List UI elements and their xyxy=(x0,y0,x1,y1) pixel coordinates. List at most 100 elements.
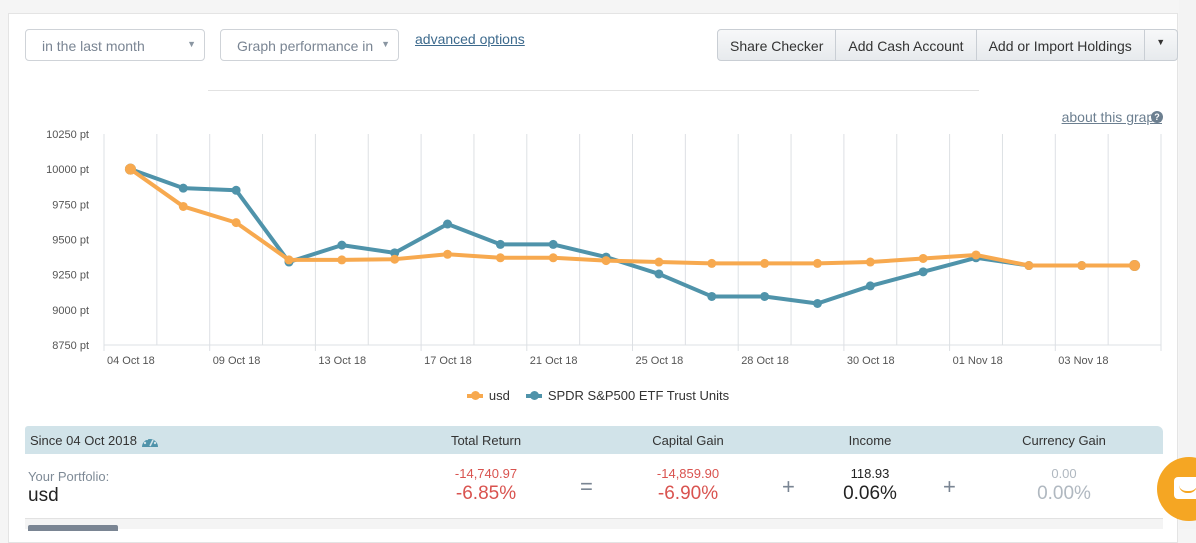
data-point xyxy=(812,299,822,309)
data-point xyxy=(654,269,664,279)
x-tick-label: 17 Oct 18 xyxy=(424,355,472,367)
add-cash-account-button[interactable]: Add Cash Account xyxy=(836,30,977,60)
col-total-return: Total Return xyxy=(450,433,522,448)
graph-performance-select[interactable]: Graph performance in ▼ xyxy=(220,29,399,61)
portfolio-name: usd xyxy=(28,485,59,506)
period-select[interactable]: in the last month ▼ xyxy=(25,29,205,61)
data-point xyxy=(812,258,822,268)
dropdown-caret-icon: ▼ xyxy=(381,39,390,49)
data-point xyxy=(865,257,875,267)
x-tick-label: 21 Oct 18 xyxy=(530,355,578,367)
since-label: Since 04 Oct 2018 xyxy=(30,433,137,448)
data-point xyxy=(231,185,241,195)
y-tick-label: 9250 pt xyxy=(52,270,89,282)
data-point xyxy=(124,163,136,175)
data-point xyxy=(284,255,294,265)
capital-gain-abs: -14,859.90 xyxy=(656,466,720,481)
more-actions-dropdown[interactable]: ▼ xyxy=(1145,30,1177,60)
total-return-pct: -6.85% xyxy=(455,483,517,504)
x-tick-label: 28 Oct 18 xyxy=(741,355,789,367)
data-point xyxy=(760,258,770,268)
data-point xyxy=(707,291,717,301)
currency-gain-value: 0.00 0.00% xyxy=(984,454,1144,505)
page-background xyxy=(1179,0,1196,529)
income-value: 118.93 0.06% xyxy=(790,454,950,505)
legend-swatch xyxy=(525,390,542,400)
summary-header: Since 04 Oct 2018 Total Return Capital G… xyxy=(25,426,1163,454)
series-line-usd xyxy=(129,167,1135,268)
chart-legend: usd SPDR S&P500 ETF Trust Units xyxy=(0,388,1196,403)
legend-item-usd[interactable]: usd xyxy=(466,388,510,403)
x-tick-label: 09 Oct 18 xyxy=(213,355,261,367)
data-point xyxy=(495,239,505,249)
legend-label: usd xyxy=(488,388,510,403)
data-point xyxy=(443,219,453,229)
col-currency-gain: Currency Gain xyxy=(1022,433,1106,448)
plus-operator: + xyxy=(782,474,795,499)
data-point xyxy=(865,281,875,291)
share-checker-button[interactable]: Share Checker xyxy=(718,30,837,60)
since-date: Since 04 Oct 2018 xyxy=(30,433,159,448)
x-tick-label: 30 Oct 18 xyxy=(847,355,895,367)
portfolio-label: Your Portfolio: xyxy=(28,469,110,484)
data-point xyxy=(443,249,453,259)
divider xyxy=(208,90,979,91)
capital-gain-value: -14,859.90 -6.90% xyxy=(608,454,768,505)
x-tick-label: 13 Oct 18 xyxy=(318,355,366,367)
dropdown-caret-icon: ▼ xyxy=(187,39,196,49)
currency-gain-abs: 0.00 xyxy=(1051,466,1077,481)
legend-swatch xyxy=(466,390,483,400)
advanced-options-link[interactable]: advanced options xyxy=(415,31,525,47)
data-point xyxy=(548,239,558,249)
col-income: Income xyxy=(848,433,892,448)
data-point xyxy=(601,256,611,266)
col-capital-gain: Capital Gain xyxy=(652,433,724,448)
income-abs: 118.93 xyxy=(850,466,890,481)
data-point xyxy=(1077,261,1087,271)
y-tick-label: 10000 pt xyxy=(46,164,89,176)
currency-gain-pct: 0.00% xyxy=(1037,483,1091,504)
data-point xyxy=(1129,260,1141,272)
x-tick-label: 03 Nov 18 xyxy=(1058,355,1108,367)
total-return-value: -14,740.97 -6.85% xyxy=(406,454,566,505)
data-point xyxy=(918,267,928,277)
x-tick-label: 04 Oct 18 xyxy=(107,355,155,367)
data-point xyxy=(495,253,505,263)
add-import-holdings-button[interactable]: Add or Import Holdings xyxy=(977,30,1145,60)
about-graph-link[interactable]: about this graph xyxy=(1061,109,1162,125)
x-tick-label: 01 Nov 18 xyxy=(953,355,1003,367)
data-point xyxy=(178,183,188,193)
data-point xyxy=(707,258,717,268)
data-point xyxy=(390,248,400,258)
question-circle-icon[interactable]: ? xyxy=(1151,111,1163,123)
data-point xyxy=(971,250,981,260)
chat-smile xyxy=(1179,485,1196,493)
performance-chart: 10250 pt 10000 pt 9750 pt 9500 pt 9250 pt 900… xyxy=(46,129,1162,367)
graph-select-value: Graph performance in xyxy=(237,38,374,54)
dashboard-gauge-icon[interactable] xyxy=(141,434,159,448)
data-point xyxy=(337,255,347,265)
plus-operator: + xyxy=(943,474,956,499)
holdings-tab[interactable] xyxy=(28,525,118,531)
equals-operator: = xyxy=(580,474,593,499)
data-point xyxy=(918,253,928,263)
data-point xyxy=(654,257,664,267)
data-point xyxy=(548,253,558,263)
y-tick-label: 8750 pt xyxy=(52,340,89,352)
total-return-abs: -14,740.97 xyxy=(454,466,518,481)
capital-gain-pct: -6.90% xyxy=(657,483,719,504)
summary-row: Your Portfolio: usd -14,740.97 -6.85% = … xyxy=(25,454,1163,519)
action-button-group: Share Checker Add Cash Account Add or Im… xyxy=(717,29,1178,61)
x-tick-label: 25 Oct 18 xyxy=(636,355,684,367)
data-point xyxy=(231,218,241,228)
data-point xyxy=(390,254,400,264)
legend-item-spdr[interactable]: SPDR S&P500 ETF Trust Units xyxy=(525,388,730,403)
data-point xyxy=(178,201,188,211)
data-point xyxy=(1024,261,1034,271)
legend-label: SPDR S&P500 ETF Trust Units xyxy=(547,388,730,403)
data-point xyxy=(760,291,770,301)
holdings-section xyxy=(25,519,1163,531)
data-point xyxy=(337,240,347,250)
y-tick-label: 9500 pt xyxy=(52,235,89,247)
period-select-value: in the last month xyxy=(42,38,145,54)
